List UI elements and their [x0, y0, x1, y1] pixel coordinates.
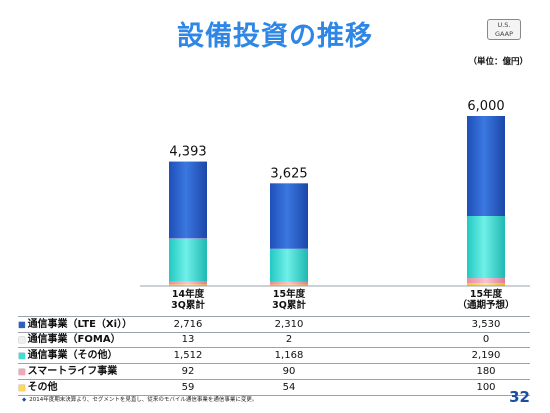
category-label: 15年度: [273, 288, 306, 300]
series-marker: ■: [18, 320, 26, 329]
table-row: ■ その他 59 54 100: [18, 380, 530, 396]
series-name: スマートライフ事業: [27, 366, 118, 377]
category-label: 14年度: [172, 288, 205, 300]
table-row: ■ 通信事業（その他） 1,512 1,168 2,190: [18, 348, 530, 364]
table-cell: 3,530: [471, 319, 501, 330]
table-cell: 1,512: [173, 350, 203, 361]
table-cell: 2,190: [471, 350, 501, 361]
series-name: 通信事業（LTE（Xi））: [27, 319, 133, 330]
bar-segment: [169, 284, 207, 286]
series-marker: ■: [18, 383, 26, 392]
bar-segment: [467, 216, 505, 279]
series-label: ■ 通信事業（その他）: [18, 348, 118, 363]
series-label: ■ 通信事業（FOMA）: [18, 332, 121, 347]
series-name: その他: [27, 382, 58, 393]
series-name: 通信事業（FOMA）: [27, 334, 121, 345]
series-label: ■ その他: [18, 380, 58, 395]
table-row: ■ 通信事業（LTE（Xi）） 2,716 2,310 3,530: [18, 316, 530, 333]
table-row: ■ 通信事業（FOMA） 13 2 0: [18, 332, 530, 348]
bar-segment: [270, 248, 308, 282]
table-cell: 2,310: [274, 319, 304, 330]
table-cell: 54: [282, 382, 296, 393]
table-cell: 2,716: [173, 319, 203, 330]
footnote: ◆ 2014年度期末決算より、セグメントを見直し、従来のモバイル通信事業を通信事業…: [22, 395, 257, 403]
bar-segment: [467, 278, 505, 284]
series-name: 通信事業（その他）: [27, 350, 118, 361]
series-marker: ■: [18, 351, 26, 360]
bar-segment: [169, 238, 207, 282]
footnote-text: 2014年度期末決算より、セグメントを見直し、従来のモバイル通信事業を通信事業に…: [29, 397, 258, 403]
page-title: 設備投資の推移: [177, 21, 373, 52]
total-label: 6,000: [467, 99, 504, 114]
series-marker: ■: [18, 335, 26, 344]
table-cell: 59: [181, 382, 195, 393]
bar-segment: [467, 283, 505, 286]
table-cell: 92: [181, 366, 195, 377]
table-cell: 100: [476, 382, 496, 393]
bar-segment: [270, 284, 308, 286]
table-cell: 1,168: [274, 350, 304, 361]
page-number: 32: [509, 388, 530, 406]
total-label: 3,625: [270, 166, 307, 181]
bar-segment: [169, 281, 207, 285]
category-label: 3Q累計: [171, 299, 205, 311]
table-cell: 90: [282, 366, 296, 377]
table-cell: 2: [285, 334, 293, 345]
table-row: ■ スマートライフ事業 92 90 180: [18, 364, 530, 380]
unit-label: （単位：億円）: [468, 57, 528, 67]
total-label: 4,393: [169, 145, 206, 160]
series-label: ■ 通信事業（LTE（Xi））: [18, 317, 132, 332]
category-label: （通期予想）: [457, 299, 514, 311]
footnote-marker: ◆: [22, 397, 27, 403]
bar-segment: [169, 161, 207, 239]
series-label: ■ スマートライフ事業: [18, 364, 117, 379]
series-marker: ■: [18, 367, 26, 376]
category-label: 15年度: [470, 288, 503, 300]
bar-segment: [467, 116, 505, 217]
table-cell: 13: [181, 334, 195, 345]
table-cell: 0: [482, 334, 490, 345]
bar-segment: [270, 183, 308, 249]
bar-segment: [270, 281, 308, 285]
table-cell: 180: [476, 366, 496, 377]
us-gaap-badge: U.S. GAAP: [487, 19, 521, 40]
category-label: 3Q累計: [272, 299, 306, 311]
